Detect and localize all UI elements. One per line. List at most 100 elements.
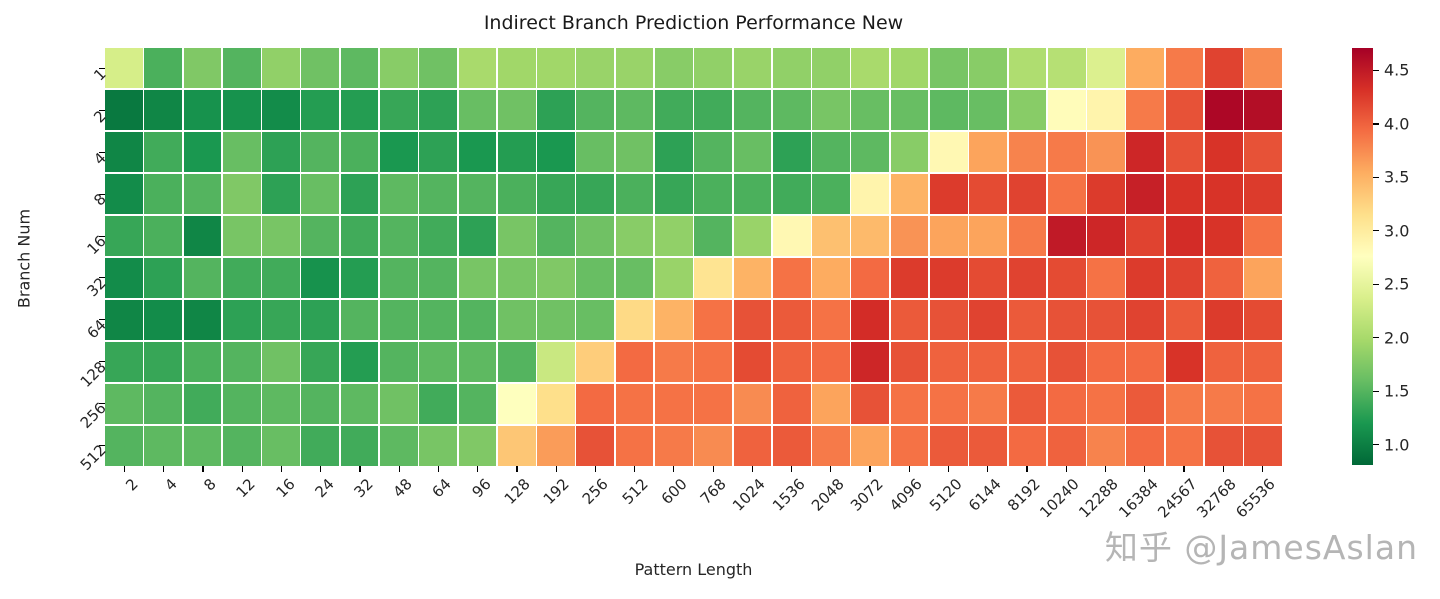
heatmap-cell [812,258,850,298]
heatmap-cell [1126,132,1165,172]
colorbar-tick-label: 2.0 [1384,328,1410,348]
heatmap-cell [1008,48,1047,88]
heatmap-cell [694,174,733,214]
heatmap-cell [1008,384,1047,424]
heatmap-cell [929,174,968,214]
heatmap-cell [340,300,379,340]
heatmap-cell [419,174,458,214]
heatmap-cell [1008,426,1047,466]
x-tick-label: 16 [272,475,299,502]
heatmap-cell [772,258,811,298]
heatmap-cell [890,48,929,88]
tick-mark [99,277,105,279]
heatmap-cell [615,426,654,466]
heatmap-cell [1204,300,1243,340]
heatmap-cell [1165,90,1204,130]
heatmap-cell [497,132,536,172]
heatmap-cell [576,384,615,424]
heatmap-cell [812,426,850,466]
heatmap-cell [576,216,615,256]
heatmap-cell [458,216,497,256]
heatmap-cell [654,174,693,214]
tick-mark [634,466,636,472]
heatmap-cell [497,426,536,466]
heatmap-cell [379,48,418,88]
tick-mark [99,402,105,404]
colorbar-tick-mark [1373,444,1379,446]
heatmap-cell [458,132,497,172]
heatmap-cell [1126,426,1165,466]
heatmap-cell [1165,300,1204,340]
heatmap-cell [183,258,222,298]
heatmap-cell [1008,342,1047,382]
heatmap-cell [262,342,300,382]
heatmap-cell [890,90,929,130]
heatmap-cell [1165,342,1204,382]
x-tick-label: 16384 [1114,475,1162,522]
x-tick-label: 12288 [1075,475,1123,522]
heatmap-cell [733,90,772,130]
heatmap-cell [1204,216,1243,256]
x-tick-label: 1024 [729,475,770,515]
heatmap-cell [1204,90,1243,130]
tick-mark [99,151,105,154]
tick-mark [99,193,105,195]
heatmap-cell [929,216,968,256]
heatmap-cell [851,48,890,88]
heatmap-cell [1047,300,1086,340]
tick-mark [1183,466,1185,472]
colorbar-tick-label: 1.0 [1384,435,1410,455]
heatmap-cell [615,90,654,130]
tick-mark [1144,466,1146,472]
heatmap-cell [379,300,418,340]
heatmap-cell [537,342,575,382]
heatmap-cell [458,90,497,130]
heatmap-cell [105,90,143,130]
heatmap-cell [851,426,890,466]
heatmap-cell [1165,48,1204,88]
heatmap-cell [537,258,575,298]
heatmap-cell [379,132,418,172]
heatmap-cell [733,300,772,340]
heatmap-cell [812,132,850,172]
heatmap-cell [1126,300,1165,340]
heatmap-cell [183,132,222,172]
tick-mark [516,466,518,472]
heatmap-grid [105,48,1282,466]
heatmap-cell [733,174,772,214]
heatmap-cell [1244,384,1282,424]
heatmap-cell [1126,216,1165,256]
heatmap-cell [1047,174,1086,214]
tick-mark [790,466,793,472]
heatmap-cell [654,132,693,172]
heatmap-cell [105,48,143,88]
colorbar-tick-mark [1373,283,1379,285]
heatmap-cell [537,384,575,424]
x-tick-label: 32768 [1193,475,1240,522]
heatmap-cell [537,132,575,172]
heatmap-cell [654,90,693,130]
heatmap-cell [890,426,929,466]
x-tick-label: 2048 [807,475,848,515]
heatmap-cell [929,258,968,298]
tick-mark [1065,466,1067,472]
tick-mark [987,466,989,472]
heatmap-cell [615,258,654,298]
heatmap-cell [340,174,379,214]
heatmap-cell [694,300,733,340]
heatmap-cell [733,342,772,382]
heatmap-cell [1165,258,1204,298]
heatmap-cell [497,48,536,88]
heatmap-cell [301,300,340,340]
heatmap-cell [615,342,654,382]
heatmap-cell [105,300,143,340]
heatmap-cell [812,300,850,340]
heatmap-cell [1008,300,1047,340]
heatmap-cell [340,342,379,382]
heatmap-cell [262,48,300,88]
heatmap-cell [576,174,615,214]
heatmap-cell [772,90,811,130]
heatmap-cell [654,258,693,298]
heatmap-cell [222,132,261,172]
tick-mark [908,466,910,472]
